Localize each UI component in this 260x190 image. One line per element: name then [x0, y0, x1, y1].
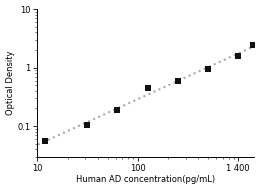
- Point: [146, 86, 150, 89]
- Point: [206, 67, 210, 70]
- Point: [85, 123, 89, 126]
- X-axis label: Human AD concentration(pg/mL): Human AD concentration(pg/mL): [76, 175, 216, 184]
- Point: [43, 140, 47, 143]
- Point: [115, 108, 119, 111]
- Point: [176, 79, 180, 82]
- Point: [251, 44, 255, 47]
- Point: [236, 55, 240, 58]
- Y-axis label: Optical Density: Optical Density: [5, 51, 15, 115]
